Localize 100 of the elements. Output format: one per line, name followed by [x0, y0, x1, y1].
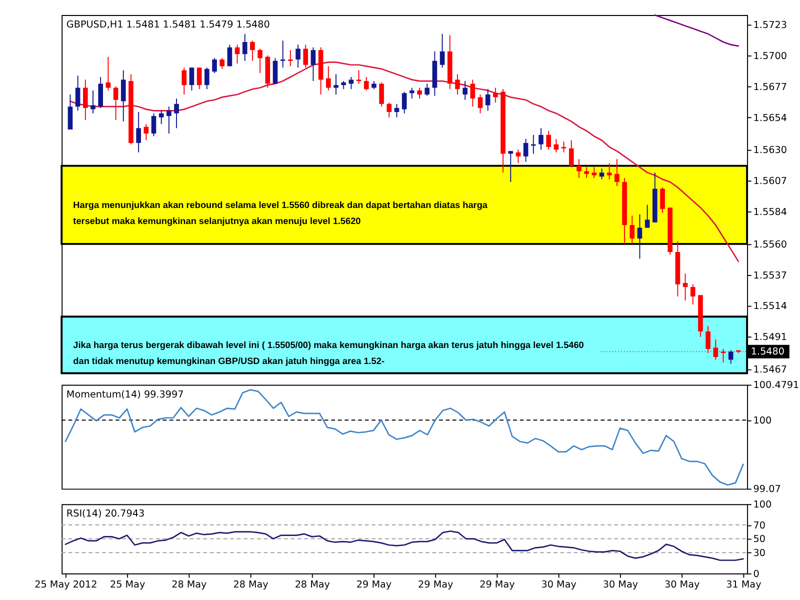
- candlestick: [120, 70, 126, 122]
- candlestick: [386, 102, 392, 118]
- candlestick: [348, 76, 354, 90]
- candlestick: [83, 79, 88, 121]
- candlestick: [113, 86, 118, 121]
- y-tick-label: 1.5654: [753, 112, 787, 124]
- candlestick: [151, 112, 156, 137]
- y-tick-label: 0: [753, 568, 760, 580]
- candlestick: [326, 66, 331, 91]
- candlestick: [394, 103, 400, 118]
- candlestick: [630, 215, 635, 244]
- candlestick: [98, 76, 104, 108]
- candlestick: [561, 141, 566, 153]
- candlestick: [402, 91, 407, 114]
- candlestick: [523, 138, 528, 162]
- candlestick: [592, 166, 597, 178]
- x-tick-label: 28 May: [294, 579, 330, 590]
- candlestick: [166, 106, 172, 134]
- candlestick: [250, 40, 255, 62]
- candlestick: [174, 98, 179, 129]
- y-tick-label: 1.5607: [753, 176, 787, 188]
- y-tick-label: 1.5560: [753, 239, 787, 250]
- y-tick-label: 1.5700: [753, 50, 787, 62]
- candlestick: [546, 130, 552, 150]
- candlestick: [614, 158, 620, 187]
- y-tick-label: 50: [753, 534, 766, 546]
- y-tick-label: 100: [753, 499, 772, 510]
- candlestick: [227, 44, 232, 67]
- candlestick: [682, 273, 688, 301]
- candlestick: [644, 204, 650, 228]
- candlestick: [516, 149, 521, 164]
- candlestick: [310, 46, 316, 82]
- candlestick: [212, 58, 217, 74]
- candlestick: [424, 83, 430, 96]
- x-tick-label: 30 May: [541, 579, 577, 590]
- x-tick-label: 28 May: [172, 579, 208, 590]
- candlestick: [410, 87, 414, 100]
- candlestick: [75, 75, 80, 112]
- candlestick: [599, 168, 604, 180]
- y-tick-label: 70: [753, 520, 766, 532]
- candlestick: [417, 87, 422, 100]
- candlestick: [478, 94, 483, 114]
- candlestick: [144, 124, 149, 141]
- candlestick: [485, 88, 490, 112]
- x-tick-label: 25 May: [110, 579, 146, 590]
- y-tick-label: 1.5677: [753, 82, 787, 93]
- candlestick: [196, 67, 202, 90]
- band-label: Jika harga terus bergerak dibawah level ini ( 1.5505/00) maka kemungkinan harga akan terus jatuh hingga level 1.5460 dan tidak menutup kemungkinan GBP/USD akan jatuh hingga area 1.52-: [73, 340, 584, 366]
- candlestick: [136, 112, 141, 153]
- candlestick: [242, 33, 248, 62]
- candlestick: [493, 87, 498, 104]
- candlestick: [379, 82, 384, 108]
- candlestick: [706, 326, 710, 354]
- candlestick: [234, 44, 240, 64]
- y-tick-label: 1.5514: [753, 301, 787, 312]
- x-tick-label: 31 May: [726, 579, 762, 590]
- candlestick: [182, 67, 187, 95]
- candlestick: [660, 186, 665, 214]
- candlestick: [568, 140, 574, 168]
- line-series: [64, 389, 744, 486]
- candlestick: [220, 58, 224, 70]
- candlestick: [440, 33, 445, 68]
- chart-title: GBPUSD,H1 1.5481 1.5481 1.5479 1.5480: [66, 20, 270, 31]
- y-tick-label: 100: [753, 415, 772, 426]
- candlestick: [606, 162, 612, 180]
- y-tick-label: 99.07: [753, 484, 781, 496]
- candlestick: [189, 67, 194, 91]
- candlestick: [303, 44, 308, 68]
- line-series: [64, 530, 744, 561]
- candlestick: [334, 74, 338, 95]
- chart-title: RSI(14) 20.7943: [66, 508, 145, 520]
- candlestick: [106, 56, 111, 91]
- candlestick: [584, 166, 589, 178]
- candlestick: [296, 44, 300, 68]
- candlestick: [462, 80, 468, 100]
- x-tick-label: 29 May: [418, 579, 454, 590]
- candlestick: [280, 40, 286, 68]
- band-label: Harga menunjukkan akan rebound selama level 1.5560 dibreak dan dapat bertahan diatas harga tersebut maka kemungkinan selanjutnya akan menuju level 1.5620: [73, 200, 488, 226]
- candlestick: [272, 58, 278, 84]
- candlestick: [364, 76, 369, 91]
- candlestick: [713, 339, 718, 360]
- x-tick-label: 28 May: [233, 579, 269, 590]
- candlestick: [158, 110, 164, 125]
- x-tick-label: 29 May: [480, 579, 516, 590]
- line-series: [654, 14, 740, 47]
- candlestick: [508, 150, 514, 182]
- x-tick-label: 30 May: [664, 579, 700, 590]
- x-tick-label: 30 May: [602, 579, 638, 590]
- x-tick-label: 29 May: [356, 579, 392, 590]
- candlestick: [204, 67, 210, 90]
- candlestick: [288, 50, 293, 67]
- y-tick-label: 1.5467: [753, 364, 787, 376]
- y-tick-label: 1.5630: [753, 145, 787, 156]
- candlestick: [576, 158, 582, 178]
- y-tick-label: 1.5491: [753, 332, 787, 344]
- candlestick: [90, 90, 96, 114]
- y-tick-label: 100.4791: [753, 380, 800, 392]
- chart-title: Momentum(14) 99.3997: [66, 389, 184, 400]
- y-tick-label: 1.5537: [753, 270, 787, 282]
- candlestick: [720, 348, 726, 363]
